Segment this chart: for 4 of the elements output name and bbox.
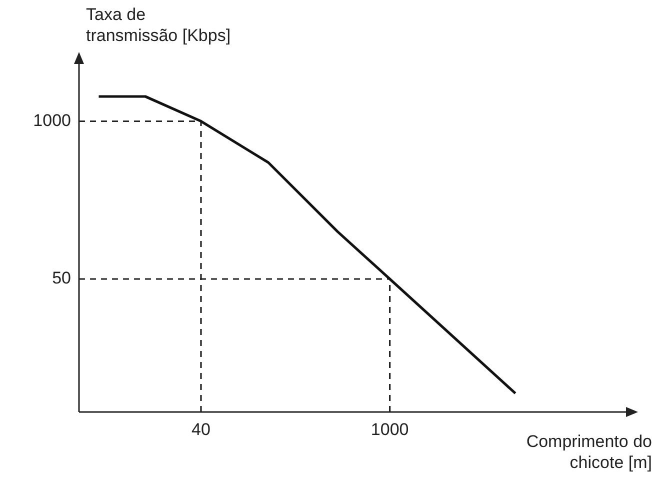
y-axis-title: Taxa de transmissão [Kbps] <box>86 4 232 46</box>
x-axis-title: Comprimento do chicote [m] <box>525 431 652 473</box>
x-tick-label: 40 <box>192 420 210 439</box>
y-tick-label: 50 <box>52 268 71 288</box>
